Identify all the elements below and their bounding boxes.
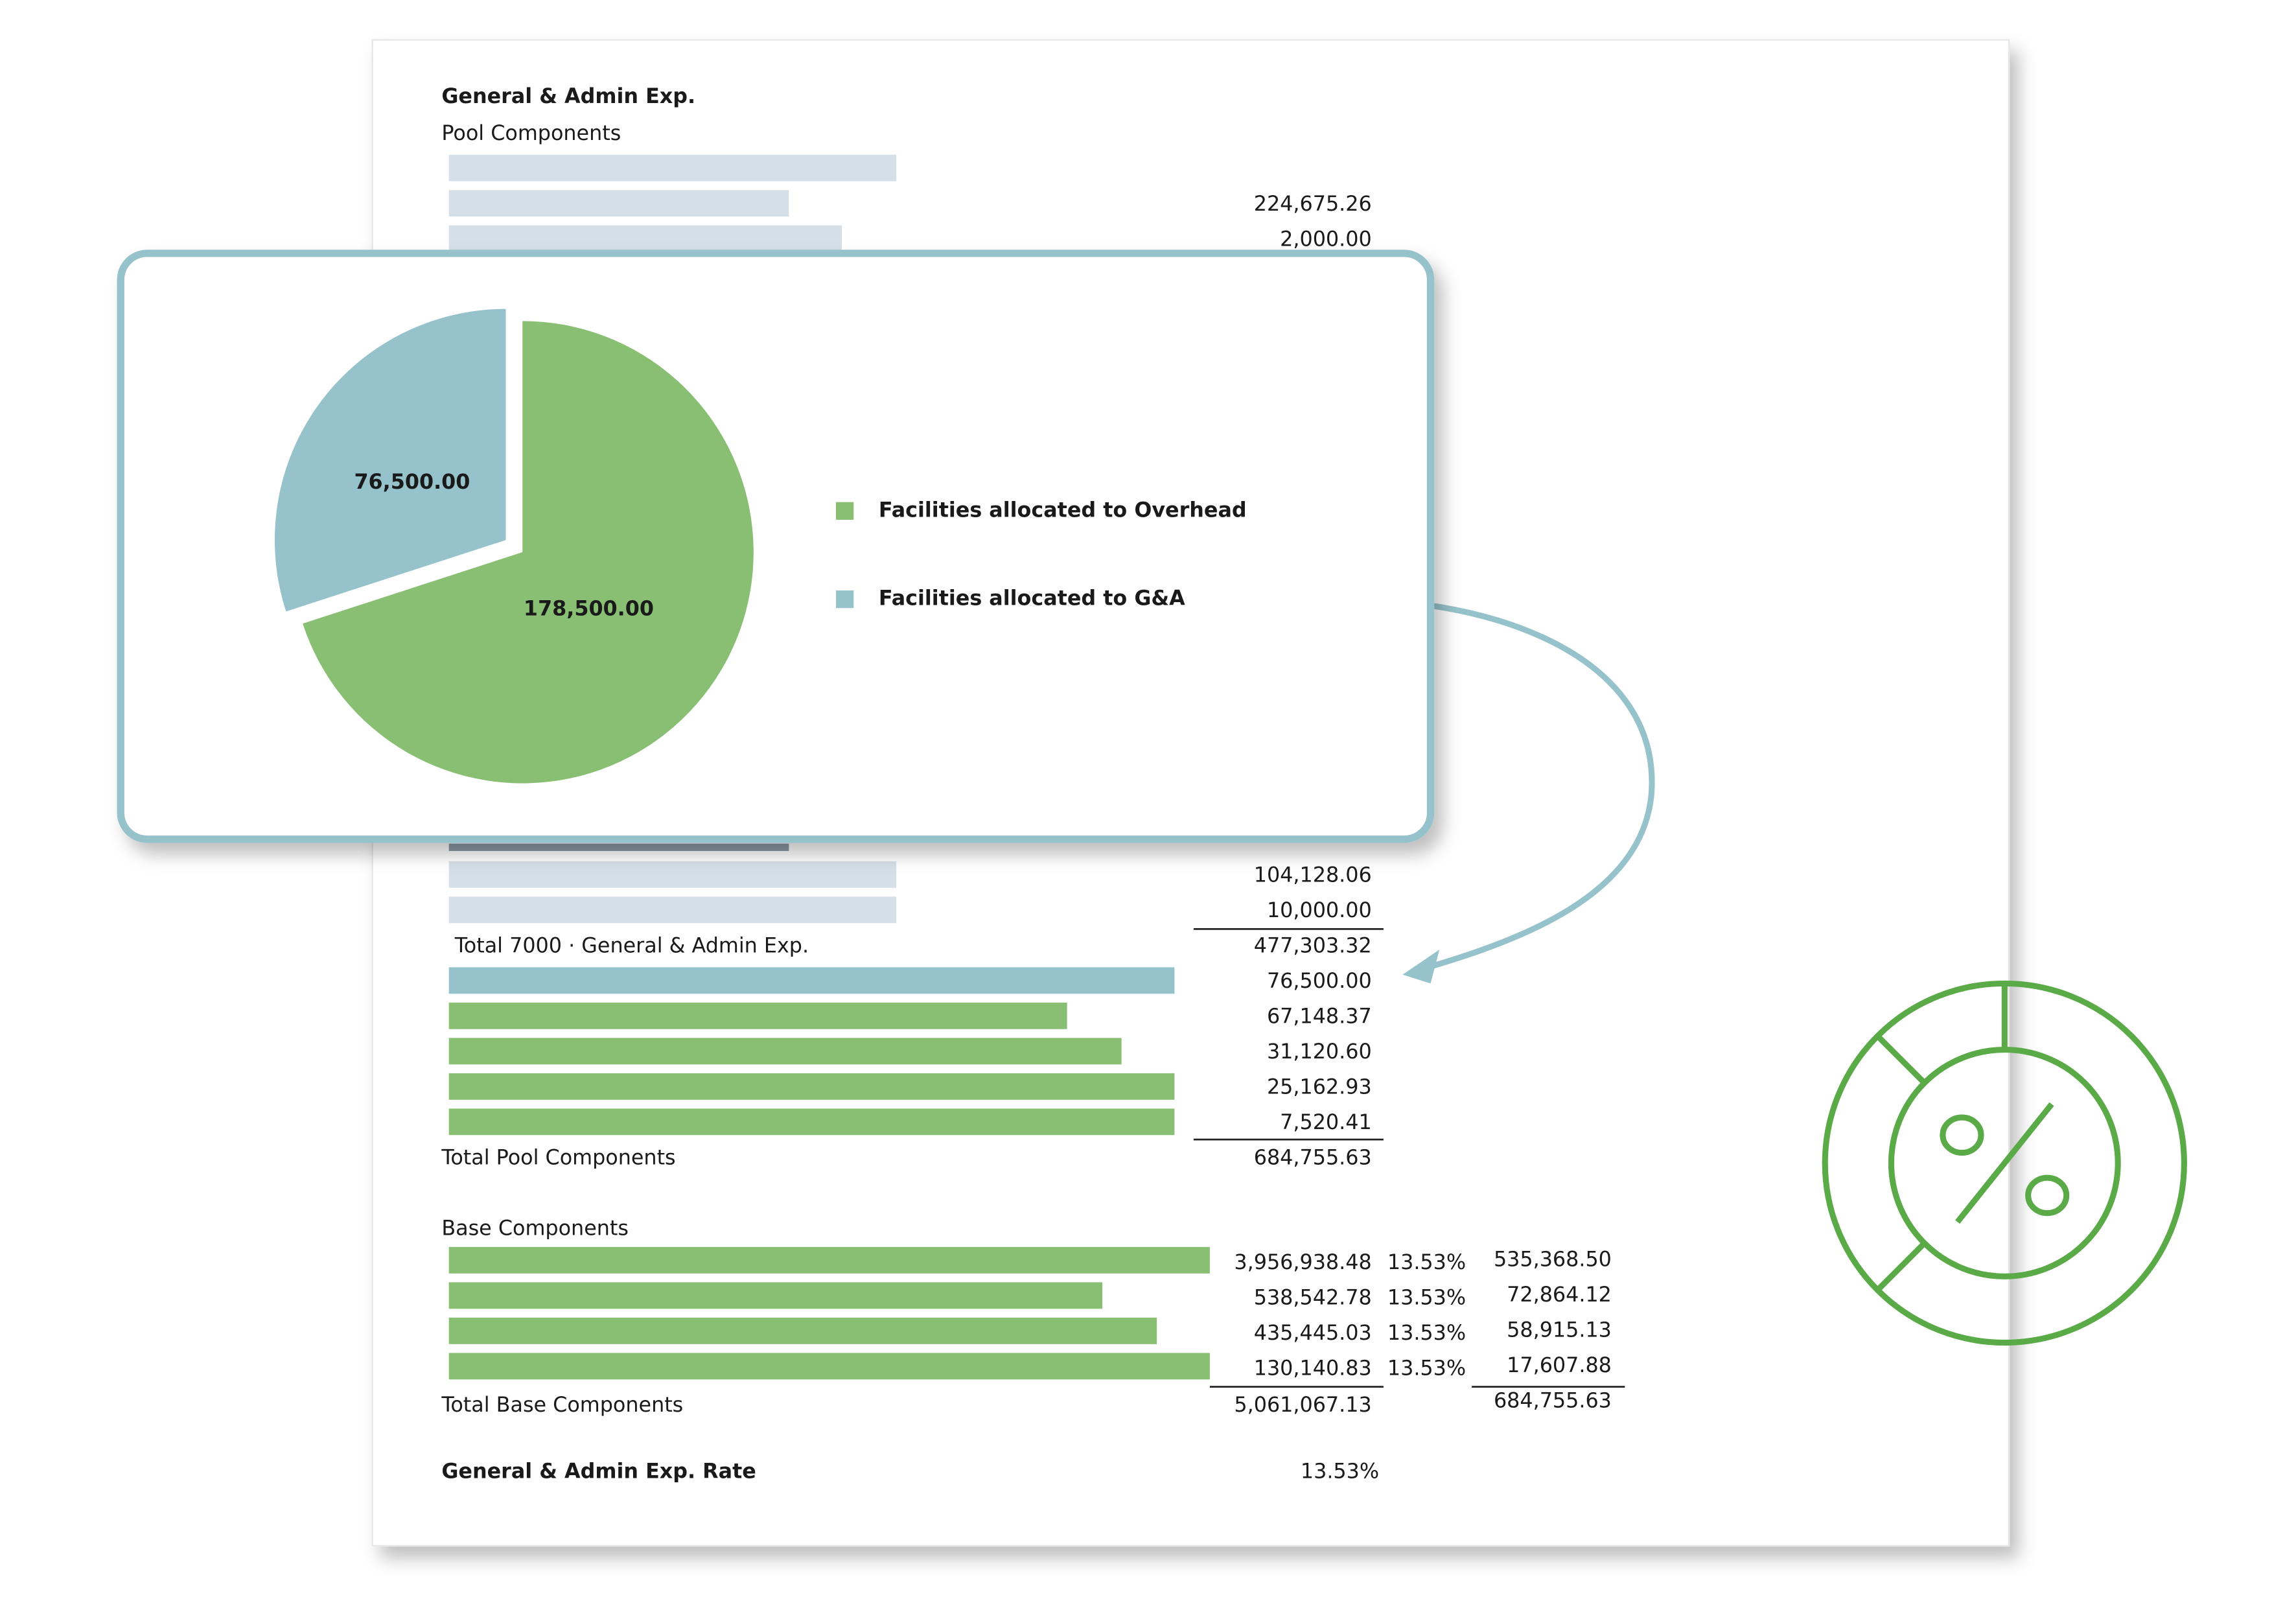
total-amount: 684,755.63 xyxy=(1254,1146,1372,1170)
total-amount: 477,303.32 xyxy=(1254,934,1372,958)
rate-cell: 13.53% xyxy=(1387,1285,1466,1309)
allocated-amount: 72,864.12 xyxy=(1507,1283,1612,1307)
allocated-amount: 535,368.50 xyxy=(1494,1247,1612,1271)
section-heading: Base Components xyxy=(441,1217,629,1241)
redacted-bar xyxy=(448,1108,1175,1136)
redacted-bar xyxy=(448,861,897,888)
redacted-bar xyxy=(448,1246,1210,1274)
allocated-amount: 58,915.13 xyxy=(1507,1318,1612,1342)
amount: 3,956,938.48 xyxy=(1234,1250,1371,1274)
rate-cell: 13.53% xyxy=(1387,1321,1466,1345)
redacted-bar xyxy=(448,1038,1122,1065)
legend-label: Facilities allocated to G&A xyxy=(879,587,1185,611)
pie-slice xyxy=(274,309,506,612)
percent-icon xyxy=(1822,980,2187,1346)
total-label: Total 7000 · General & Admin Exp. xyxy=(454,934,809,958)
redacted-bar xyxy=(448,225,842,252)
slice-label: 76,500.00 xyxy=(354,470,470,494)
redacted-bar xyxy=(448,1317,1157,1344)
total-label: Total Pool Components xyxy=(441,1146,675,1170)
report-title: General & Admin Exp. xyxy=(441,84,695,108)
amount: 76,500.00 xyxy=(1267,969,1372,993)
rate-cell: 13.53% xyxy=(1387,1356,1466,1380)
redacted-bar xyxy=(448,967,1175,994)
redacted-bar xyxy=(448,1002,1067,1029)
amount: 538,542.78 xyxy=(1254,1285,1372,1309)
amount: 104,128.06 xyxy=(1254,863,1372,887)
amount: 2,000.00 xyxy=(1280,227,1372,251)
total-label: Total Base Components xyxy=(441,1393,683,1417)
redacted-bar xyxy=(448,843,789,851)
allocated-amount: 17,607.88 xyxy=(1507,1353,1612,1377)
legend-label: Facilities allocated to Overhead xyxy=(879,498,1247,522)
rate-cell: 13.53% xyxy=(1387,1250,1466,1274)
redacted-bar xyxy=(448,154,897,181)
connector-arrow xyxy=(1302,596,1655,975)
total-allocated: 684,755.63 xyxy=(1494,1388,1612,1412)
rate-label: General & Admin Exp. Rate xyxy=(441,1459,756,1483)
amount: 224,675.26 xyxy=(1254,192,1372,216)
arrow-head xyxy=(1402,950,1440,984)
redacted-bar xyxy=(448,896,897,924)
redacted-bar xyxy=(448,1073,1175,1100)
amount: 7,520.41 xyxy=(1280,1110,1372,1134)
redacted-bar xyxy=(448,190,789,217)
legend-swatch xyxy=(836,590,854,609)
amount: 25,162.93 xyxy=(1267,1075,1372,1099)
redacted-bar xyxy=(448,1353,1210,1380)
pie-slice xyxy=(303,321,754,784)
redacted-bar xyxy=(448,1282,1103,1309)
slice-label: 178,500.00 xyxy=(524,596,654,620)
amount: 31,120.60 xyxy=(1267,1040,1372,1064)
legend-swatch xyxy=(836,502,854,520)
amount: 130,140.83 xyxy=(1254,1356,1372,1380)
report: General & Admin Exp. Pool Components 224,6… xyxy=(441,84,1625,1483)
amount: 10,000.00 xyxy=(1267,898,1372,922)
pie-chart: 178,500.00 Facilities allocated to Overhe… xyxy=(274,309,1247,784)
amount: 435,445.03 xyxy=(1254,1321,1372,1345)
amount: 67,148.37 xyxy=(1267,1005,1372,1029)
total-amount: 5,061,067.13 xyxy=(1234,1393,1371,1417)
section-heading: Pool Components xyxy=(441,121,621,145)
rate-value: 13.53% xyxy=(1301,1459,1379,1483)
